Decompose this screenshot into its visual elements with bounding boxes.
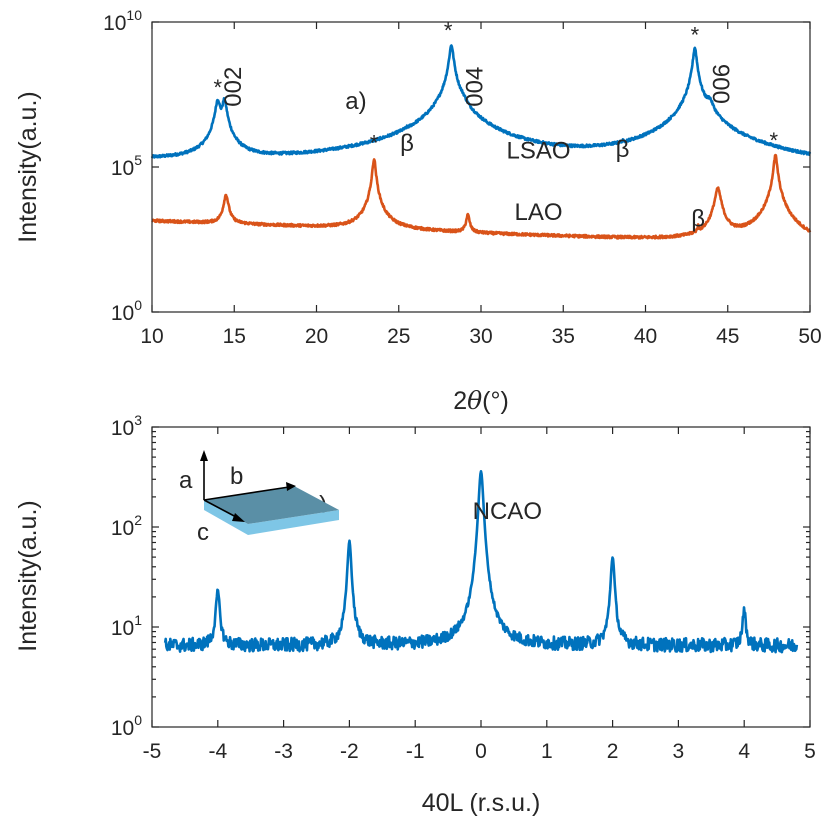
- panel-a-series-layer: [150, 44, 812, 240]
- x-tick-label: -5: [143, 740, 162, 763]
- series-label-lsao: LSAO: [507, 137, 571, 164]
- y-tick-exponent: 0: [134, 712, 142, 728]
- annotation-star-006: *: [691, 22, 700, 47]
- inset-axis-b-arrow-icon: [286, 482, 296, 491]
- y-tick-exponent: 1: [134, 612, 142, 628]
- annotation-beta-25: β: [400, 130, 414, 157]
- y-tick-exponent: 3: [134, 412, 142, 428]
- x-tick-label: -1: [406, 740, 425, 763]
- panel-a-xlabel: 2θ(°): [453, 386, 509, 415]
- x-tick-label: 1: [541, 740, 553, 763]
- x-tick-label: 2: [607, 740, 619, 763]
- annotation-star-002: *: [214, 75, 223, 100]
- y-tick-base: 10: [103, 12, 126, 35]
- x-tick-label: -3: [274, 740, 293, 763]
- y-tick-exponent: 2: [134, 512, 142, 528]
- x-tick-label: 0: [475, 740, 487, 763]
- x-tick-label: 35: [552, 325, 575, 348]
- inset-axis-a-arrow-icon: [200, 450, 208, 461]
- inset-axis-c: [203, 499, 239, 519]
- annotation-star-lao-48: *: [770, 128, 779, 153]
- y-tick-label: 100: [111, 712, 142, 740]
- y-tick-base: 10: [111, 417, 134, 440]
- annotation-004: 004: [462, 67, 489, 107]
- x-tick-label: 25: [387, 325, 410, 348]
- annotation-beta-43: β: [691, 205, 705, 232]
- x-tick-label: -2: [340, 740, 359, 763]
- y-tick-base: 10: [111, 717, 134, 740]
- series-line-lsao: [150, 44, 812, 159]
- panel-a-xlabel-unit: (°): [482, 387, 509, 415]
- y-tick-label: 101: [111, 612, 142, 640]
- inset-label-a: a: [179, 467, 193, 494]
- annotation-beta-38: β: [616, 136, 630, 163]
- panel-b-series-layer: [163, 469, 799, 654]
- x-tick-label: 30: [469, 325, 492, 348]
- y-tick-base: 10: [111, 517, 134, 540]
- series-line-ncao: [163, 469, 799, 654]
- panel-b-x-ticks: -5 -4 -3 -2 -1 0 1 2 3 4 5: [143, 427, 816, 763]
- x-tick-label: 15: [223, 325, 246, 348]
- series-label-ncao: NCAO: [473, 498, 542, 525]
- panel-b-ylabel: Intensity(a.u.): [14, 500, 42, 651]
- x-tick-label: 5: [804, 740, 816, 763]
- panel-a-ylabel: Intensity(a.u.): [14, 91, 42, 242]
- y-tick-base: 10: [111, 302, 134, 325]
- y-tick-label: 102: [111, 512, 142, 540]
- panel-a-xlabel-main: 2: [453, 387, 467, 415]
- inset-axis-c-arrow-icon: [232, 513, 245, 522]
- x-tick-label: -4: [208, 740, 227, 763]
- y-tick-label: 103: [111, 412, 142, 440]
- annotation-006: 006: [708, 64, 735, 104]
- series-label-lao: LAO: [515, 199, 563, 226]
- panel-a-x-ticks: 10 15 20 25 30 35 40 45 50: [140, 22, 822, 348]
- x-tick-label: 50: [798, 325, 821, 348]
- y-tick-base: 10: [111, 157, 134, 180]
- x-tick-label: 4: [738, 740, 750, 763]
- x-tick-label: 3: [673, 740, 685, 763]
- x-tick-label: 10: [140, 325, 163, 348]
- x-tick-label: 40: [634, 325, 657, 348]
- x-tick-label: 20: [305, 325, 328, 348]
- series-line-lao: [151, 153, 812, 240]
- inset-label-b: b: [230, 463, 243, 490]
- inset-label-c: c: [197, 519, 209, 546]
- y-tick-exponent: 0: [134, 297, 142, 313]
- y-tick-label: 1010: [103, 7, 142, 35]
- panel-a-xlabel-theta: θ: [467, 386, 482, 415]
- annotation-star-004: *: [444, 18, 453, 43]
- y-tick-base: 10: [111, 617, 134, 640]
- y-tick-label: 105: [111, 152, 142, 180]
- y-tick-exponent: 5: [134, 152, 142, 168]
- annotation-002: 002: [220, 67, 247, 107]
- slab-front-face: [204, 500, 339, 535]
- panel-b-xlabel: 40L (r.s.u.): [422, 789, 541, 817]
- y-tick-exponent: 10: [126, 7, 142, 23]
- annotation-star-lao-23: *: [370, 131, 379, 156]
- inset-axis-b: [203, 486, 290, 501]
- panel-a-label: a): [345, 88, 366, 115]
- x-tick-label: 45: [716, 325, 739, 348]
- y-tick-label: 100: [111, 297, 142, 325]
- crystal-inset: a b c: [179, 450, 339, 546]
